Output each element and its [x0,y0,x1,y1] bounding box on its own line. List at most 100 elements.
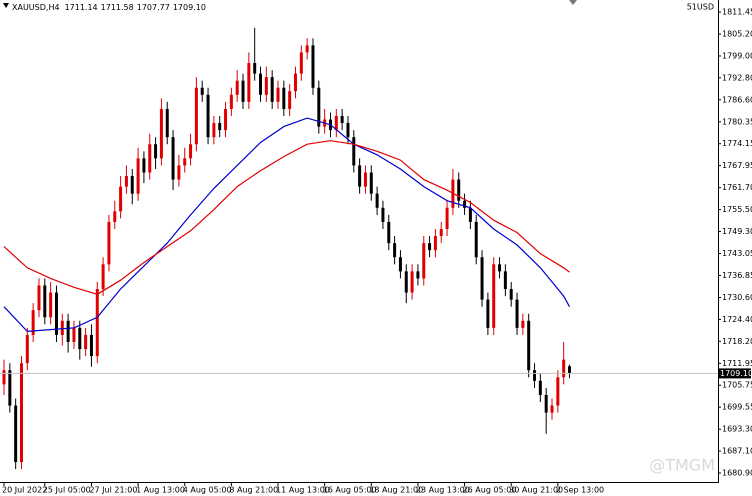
candle-body [492,264,496,328]
symbol: XAUUSD,H4 [12,3,60,12]
shift-marker[interactable] [569,0,577,5]
candle-body [387,221,391,244]
y-tick-label: 1711.95 [722,359,752,368]
account-label: 51USD [687,3,714,12]
candle-body [445,207,449,229]
x-tick-label: 1 Aug 13:00 [136,486,185,495]
candle-body [78,327,82,350]
candle-body [463,200,467,208]
candle-body [235,80,239,95]
close-price: 1709.10 [173,3,206,12]
candle-body [84,334,88,350]
candle-body [8,370,12,406]
candle-body [43,285,47,318]
candle-body [189,144,193,159]
candle-body [393,243,397,258]
x-tick-label: 16 Aug 05:00 [323,486,377,495]
candle-body [305,45,309,53]
x-tick-label: 25 Jul 05:00 [43,486,91,495]
y-tick-label: 1718.20 [722,337,752,346]
candle-body [288,91,292,109]
candle-body [358,165,362,187]
candle-body [54,292,58,335]
chart-header: XAUUSD,H4 1711.14 1711.58 1707.77 1709.10 [12,3,206,12]
candle-body [101,264,105,290]
candle-body [544,394,548,413]
candle-body [177,165,181,180]
x-tick-label: 11 Aug 13:00 [276,486,330,495]
candle-body [480,257,484,300]
candle-body [352,137,356,166]
candle-body [247,63,251,102]
candle-body [66,320,70,342]
y-tick-label: 1755.50 [722,205,752,214]
y-tick-label: 1724.40 [722,315,752,324]
current-price-label: 1709.10 [720,369,752,378]
candle-body [224,108,228,131]
x-tick-label: 4 Aug 05:00 [183,486,232,495]
y-tick-label: 1749.30 [722,227,752,236]
candle-body [375,193,379,208]
y-tick-label: 1699.55 [722,403,752,412]
candle-body [212,123,216,138]
y-tick-label: 1693.30 [722,425,752,434]
y-tick-label: 1774.15 [722,139,752,148]
candle-body [410,271,414,293]
candle-body [538,380,542,395]
candle-body [468,207,472,222]
candle-body [486,299,490,328]
candle-body [282,87,286,109]
candle-body [119,186,123,212]
candle-body [241,80,245,102]
candle-body [527,320,531,371]
candle-body [293,73,297,92]
candle-body [457,179,461,201]
candle-body [31,310,35,335]
candle-body [474,221,478,258]
y-tick-label: 1730.60 [722,293,752,302]
y-tick-label: 1687.10 [722,447,752,456]
candle-body [416,271,420,279]
y-tick-label: 1792.80 [722,73,752,82]
y-tick-label: 1786.60 [722,95,752,104]
candle-body [113,211,117,222]
candle-body [433,236,437,251]
candle-body [503,271,507,290]
candle-body [562,359,566,378]
menu-icon[interactable] [3,3,9,8]
candle-body [165,108,169,138]
current-price-box [718,368,751,379]
candle-body [334,115,338,131]
y-tick-label: 1767.95 [722,161,752,170]
y-tick-label: 1743.05 [722,249,752,258]
x-tick-label: 23 Aug 13:00 [416,486,470,495]
candle-body [95,289,99,357]
candle-body [276,87,280,102]
candle-body [72,327,76,342]
candle-body [521,320,525,328]
candle-body [381,207,385,222]
candle-body [124,176,128,187]
candle-body [60,320,64,335]
x-tick-label: 30 Aug 21:00 [509,486,563,495]
candle-body [428,243,432,251]
candle-body [299,52,303,74]
high-price: 1711.58 [101,3,134,12]
watermark: @TMGM [649,456,715,475]
candle-body [19,363,23,463]
x-tick-label: 27 Jul 21:00 [89,486,137,495]
y-tick-label: 1805.20 [722,30,752,39]
candle-body [154,144,158,159]
y-tick-label: 1761.70 [722,183,752,192]
candle-body [49,292,53,318]
y-tick-label: 1705.75 [722,381,752,390]
candle-body [130,176,134,194]
candle-body [171,137,175,180]
candle-body [253,63,257,74]
candle-body [200,87,204,95]
candle-body [550,405,554,413]
candle-body [259,73,263,95]
candle-body [218,123,222,131]
